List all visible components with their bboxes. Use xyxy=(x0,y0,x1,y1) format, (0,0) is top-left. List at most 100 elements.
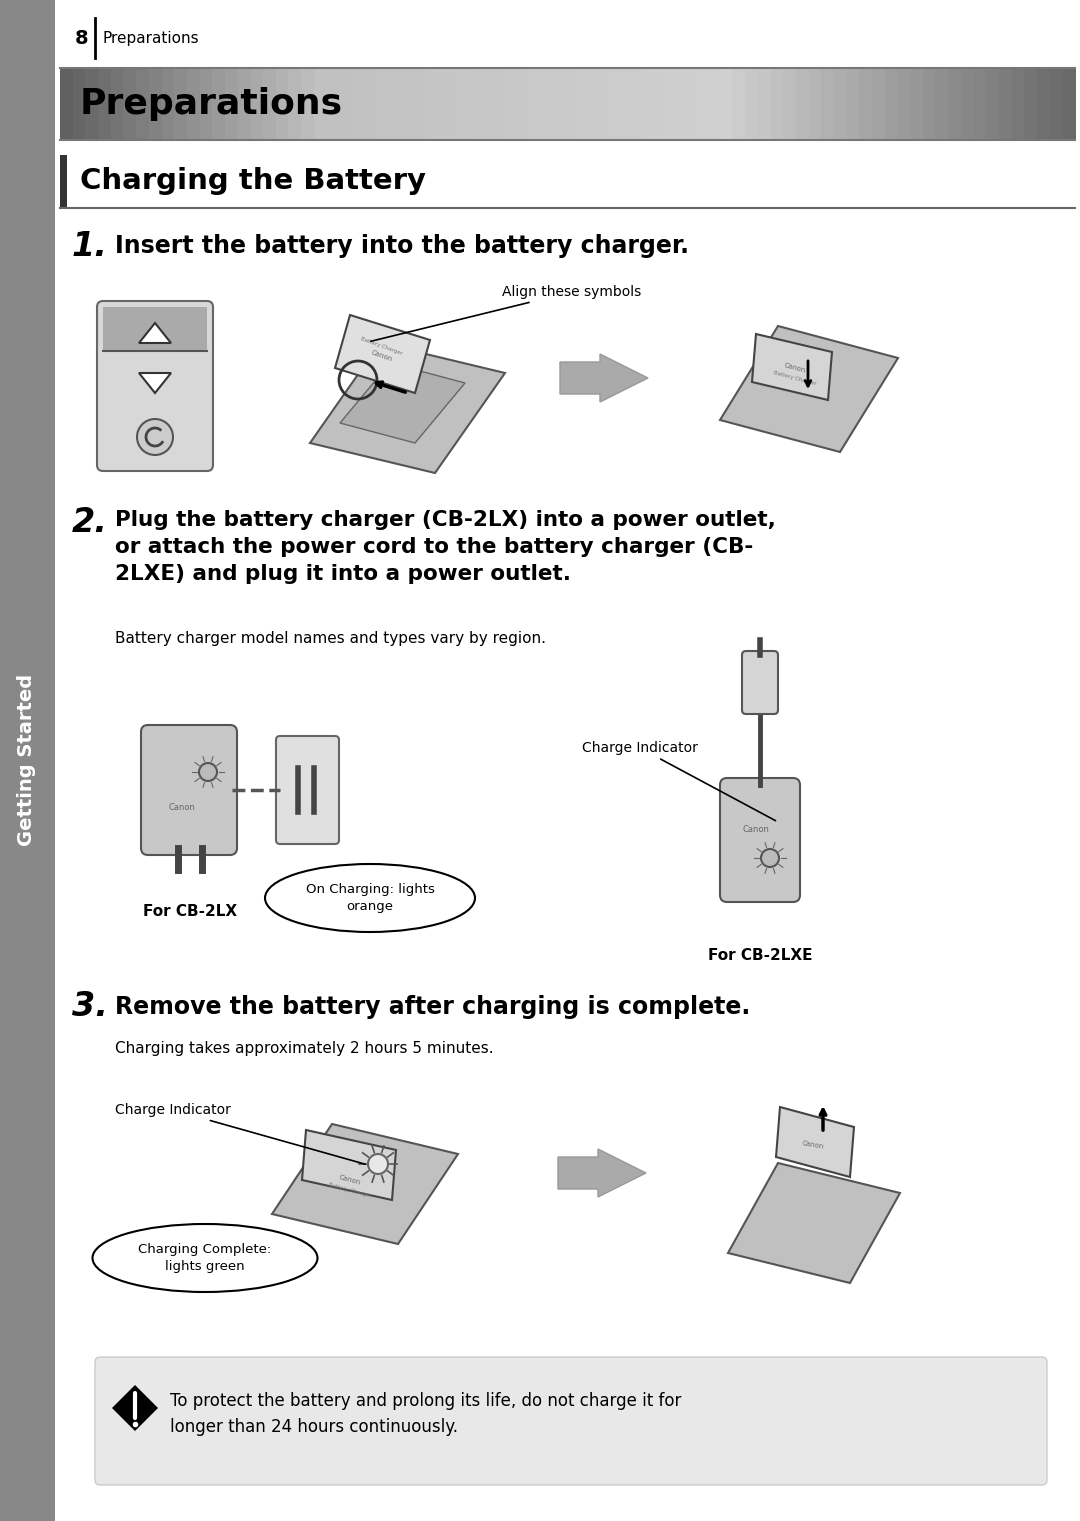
Bar xyxy=(631,68,645,140)
Bar xyxy=(834,68,848,140)
Bar xyxy=(225,68,239,140)
Circle shape xyxy=(761,849,779,867)
Bar xyxy=(935,68,949,140)
Bar xyxy=(796,68,810,140)
Bar xyxy=(251,68,264,140)
Bar xyxy=(783,68,797,140)
Polygon shape xyxy=(139,322,171,344)
Bar xyxy=(644,68,658,140)
Text: 2.: 2. xyxy=(72,505,108,538)
Bar xyxy=(103,307,207,351)
Text: Preparations: Preparations xyxy=(103,30,200,46)
Text: Canon: Canon xyxy=(370,350,393,362)
Text: 1.: 1. xyxy=(72,230,108,263)
Circle shape xyxy=(199,764,217,780)
Bar xyxy=(580,68,594,140)
Bar xyxy=(454,68,467,140)
Bar xyxy=(428,68,442,140)
Polygon shape xyxy=(558,1148,646,1197)
Bar xyxy=(60,68,73,140)
Bar xyxy=(593,68,607,140)
Bar xyxy=(238,68,252,140)
Polygon shape xyxy=(777,1107,854,1177)
Polygon shape xyxy=(335,315,430,392)
Text: Charge Indicator: Charge Indicator xyxy=(582,741,775,821)
Bar xyxy=(365,68,378,140)
Text: Canon: Canon xyxy=(743,826,769,835)
Bar xyxy=(681,68,696,140)
Text: For CB-2LX: For CB-2LX xyxy=(143,905,238,920)
Ellipse shape xyxy=(93,1224,318,1291)
Bar xyxy=(986,68,1000,140)
Bar xyxy=(478,68,492,140)
Text: Charging Complete:
lights green: Charging Complete: lights green xyxy=(138,1243,272,1273)
Bar xyxy=(872,68,886,140)
Polygon shape xyxy=(720,325,897,452)
Text: Battery Charger: Battery Charger xyxy=(328,1182,372,1199)
Bar xyxy=(885,68,899,140)
Bar xyxy=(85,68,99,140)
Polygon shape xyxy=(272,1124,458,1244)
Bar xyxy=(758,68,771,140)
Bar xyxy=(275,68,289,140)
Bar xyxy=(390,68,404,140)
Bar xyxy=(1024,68,1038,140)
Bar xyxy=(948,68,962,140)
Bar xyxy=(441,68,455,140)
Bar xyxy=(922,68,936,140)
Text: Canon: Canon xyxy=(801,1141,824,1150)
Bar xyxy=(123,68,137,140)
Bar xyxy=(174,68,188,140)
Text: 3.: 3. xyxy=(72,990,108,1024)
Bar xyxy=(555,68,568,140)
Bar xyxy=(732,68,746,140)
Bar xyxy=(162,68,175,140)
Bar xyxy=(669,68,683,140)
Bar xyxy=(72,68,86,140)
Text: Align these symbols: Align these symbols xyxy=(370,284,642,341)
Polygon shape xyxy=(302,1130,396,1200)
Bar xyxy=(567,68,581,140)
FancyBboxPatch shape xyxy=(742,651,778,713)
Bar xyxy=(136,68,150,140)
FancyBboxPatch shape xyxy=(720,779,800,902)
Bar xyxy=(860,68,873,140)
Text: Remove the battery after charging is complete.: Remove the battery after charging is com… xyxy=(114,995,751,1019)
Text: On Charging: lights
orange: On Charging: lights orange xyxy=(306,884,434,913)
Bar xyxy=(1050,68,1064,140)
Bar xyxy=(377,68,391,140)
Bar xyxy=(542,68,556,140)
Text: 8: 8 xyxy=(75,29,89,47)
Polygon shape xyxy=(561,354,648,402)
Bar xyxy=(1063,68,1076,140)
Bar xyxy=(60,155,67,207)
Bar xyxy=(529,68,543,140)
Bar xyxy=(98,68,111,140)
Bar xyxy=(200,68,213,140)
Bar xyxy=(504,68,517,140)
Bar xyxy=(415,68,429,140)
Ellipse shape xyxy=(265,864,475,932)
Text: Battery Charger: Battery Charger xyxy=(773,370,816,386)
Bar xyxy=(910,68,923,140)
Text: Charging the Battery: Charging the Battery xyxy=(80,167,426,195)
FancyBboxPatch shape xyxy=(95,1357,1047,1484)
Bar xyxy=(301,68,314,140)
Bar xyxy=(707,68,720,140)
Bar xyxy=(961,68,974,140)
Text: Canon: Canon xyxy=(338,1174,362,1186)
Bar xyxy=(314,68,327,140)
Bar xyxy=(618,68,632,140)
Text: Getting Started: Getting Started xyxy=(17,674,37,846)
Text: Insert the battery into the battery charger.: Insert the battery into the battery char… xyxy=(114,234,689,259)
Bar xyxy=(352,68,365,140)
Bar xyxy=(339,68,353,140)
Bar xyxy=(213,68,226,140)
Bar xyxy=(999,68,1013,140)
Bar xyxy=(719,68,733,140)
Bar xyxy=(326,68,340,140)
Text: Preparations: Preparations xyxy=(80,87,343,122)
Polygon shape xyxy=(340,364,465,443)
Polygon shape xyxy=(752,335,832,400)
Bar xyxy=(745,68,759,140)
